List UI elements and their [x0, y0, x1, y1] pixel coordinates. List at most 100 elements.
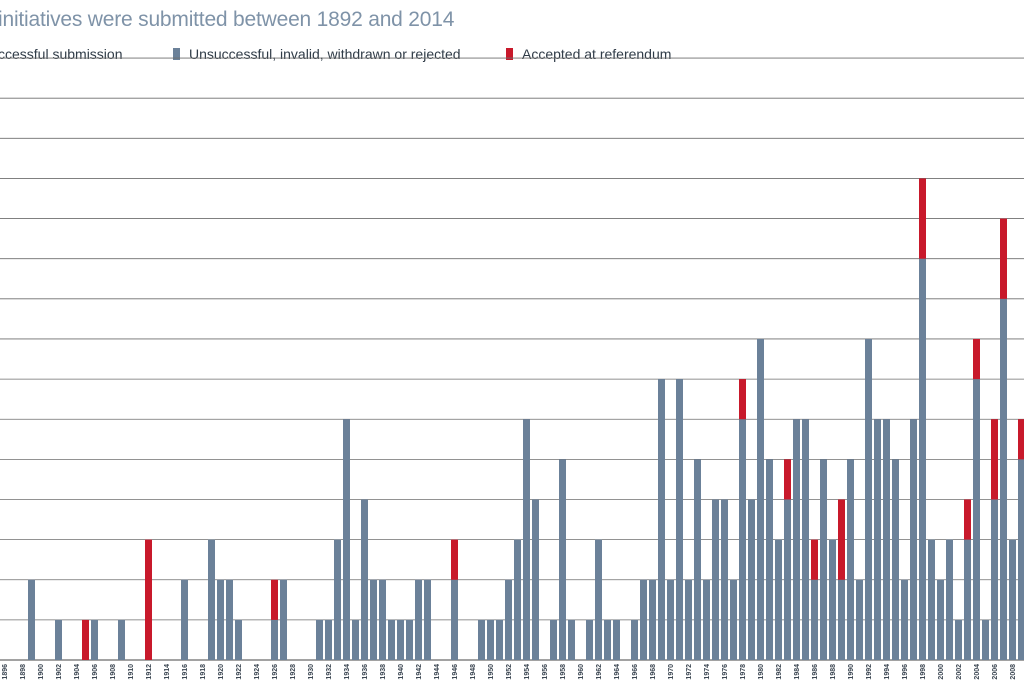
x-tick-label: 1968 [650, 664, 657, 680]
x-tick-label: 1992 [866, 664, 873, 680]
bar-unsuccessful [1009, 539, 1016, 660]
bar-unsuccessful [1018, 459, 1024, 660]
x-tick-label: 1970 [668, 664, 675, 680]
bar-unsuccessful [910, 419, 917, 660]
bar-unsuccessful [55, 619, 62, 660]
x-tick-label: 1914 [164, 664, 171, 680]
bar-unsuccessful [613, 619, 620, 660]
x-tick-label: 1920 [218, 664, 225, 680]
bar-unsuccessful [712, 499, 719, 660]
x-tick-label: 1978 [740, 664, 747, 680]
x-tick-label: 1940 [398, 664, 405, 680]
bar-unsuccessful [271, 619, 278, 660]
bar-unsuccessful [964, 539, 971, 660]
bar-unsuccessful [973, 379, 980, 660]
x-tick-label: 1964 [614, 664, 621, 680]
bar-unsuccessful [1000, 298, 1007, 660]
bar-unsuccessful [631, 619, 638, 660]
bar-unsuccessful [649, 579, 656, 660]
x-tick-label: 1896 [2, 664, 9, 680]
bar-accepted [838, 499, 845, 580]
bar-unsuccessful [739, 419, 746, 660]
bar-unsuccessful [730, 579, 737, 660]
bar-unsuccessful [370, 579, 377, 660]
chart-title: initiatives were submitted between 1892 … [0, 8, 455, 31]
x-tick-label: 1928 [290, 664, 297, 680]
legend-swatch-accepted [506, 48, 513, 60]
bar-unsuccessful [991, 499, 998, 660]
x-tick-label: 1936 [362, 664, 369, 680]
bar-unsuccessful [721, 499, 728, 660]
x-tick-label: 1902 [56, 664, 63, 680]
bar-unsuccessful [226, 579, 233, 660]
bar-unsuccessful [604, 619, 611, 660]
x-tick-label: 1910 [128, 664, 135, 680]
bar-unsuccessful [379, 579, 386, 660]
x-tick-label: 2004 [974, 664, 981, 680]
x-tick-label: 1972 [686, 664, 693, 680]
bar-unsuccessful [883, 419, 890, 660]
bar-unsuccessful [937, 579, 944, 660]
bar-unsuccessful [928, 539, 935, 660]
x-tick-label: 1898 [20, 664, 27, 680]
x-tick-label: 1942 [416, 664, 423, 680]
bar-unsuccessful [514, 539, 521, 660]
bar-accepted [271, 579, 278, 620]
bar-unsuccessful [703, 579, 710, 660]
bar-accepted [811, 539, 818, 580]
bar-unsuccessful [865, 338, 872, 660]
x-tick-label: 1960 [578, 664, 585, 680]
bar-unsuccessful [334, 539, 341, 660]
x-tick-label: 1912 [146, 664, 153, 680]
bar-unsuccessful [595, 539, 602, 660]
bar-unsuccessful [325, 619, 332, 660]
x-tick-label: 1916 [182, 664, 189, 680]
x-tick-label: 1982 [776, 664, 783, 680]
bar-accepted [451, 539, 458, 580]
bar-unsuccessful [802, 419, 809, 660]
bar-accepted [973, 338, 980, 380]
bar-unsuccessful [397, 619, 404, 660]
x-tick-label: 1980 [758, 664, 765, 680]
bar-accepted [1000, 218, 1007, 299]
x-tick-label: 1930 [308, 664, 315, 680]
bar-accepted [1018, 419, 1024, 460]
bar-unsuccessful [748, 499, 755, 660]
bar-unsuccessful [559, 459, 566, 660]
bar-unsuccessful [640, 579, 647, 660]
bar-unsuccessful [487, 619, 494, 660]
bar-unsuccessful [388, 619, 395, 660]
bar-unsuccessful [586, 619, 593, 660]
bar-unsuccessful [343, 419, 350, 660]
bar-unsuccessful [208, 539, 215, 660]
bar-unsuccessful [352, 619, 359, 660]
bar-accepted [919, 178, 926, 259]
bar-unsuccessful [829, 539, 836, 660]
bar-unsuccessful [685, 579, 692, 660]
bar-unsuccessful [550, 619, 557, 660]
bar-unsuccessful [838, 579, 845, 660]
x-tick-label: 1938 [380, 664, 387, 680]
bar-unsuccessful [955, 619, 962, 660]
x-tick-label: 1984 [794, 664, 801, 680]
x-tick-label: 1924 [254, 664, 261, 680]
x-tick-label: 2008 [1010, 664, 1017, 680]
x-tick-label: 1988 [830, 664, 837, 680]
bar-unsuccessful [496, 619, 503, 660]
bar-unsuccessful [568, 619, 575, 660]
bar-unsuccessful [820, 459, 827, 660]
x-tick-label: 1900 [38, 664, 45, 680]
bar-unsuccessful [874, 419, 881, 660]
x-tick-label: 1934 [344, 664, 351, 680]
bar-unsuccessful [505, 579, 512, 660]
bar-unsuccessful [946, 539, 953, 660]
x-tick-label: 1948 [470, 664, 477, 680]
x-tick-label: 1954 [524, 664, 531, 680]
x-tick-label: 1998 [920, 664, 927, 680]
bar-unsuccessful [28, 579, 35, 660]
bar-unsuccessful [784, 499, 791, 660]
x-tick-label: 1944 [434, 664, 441, 680]
bar-unsuccessful [523, 419, 530, 660]
bar-unsuccessful [658, 379, 665, 660]
x-tick-label: 1918 [200, 664, 207, 680]
